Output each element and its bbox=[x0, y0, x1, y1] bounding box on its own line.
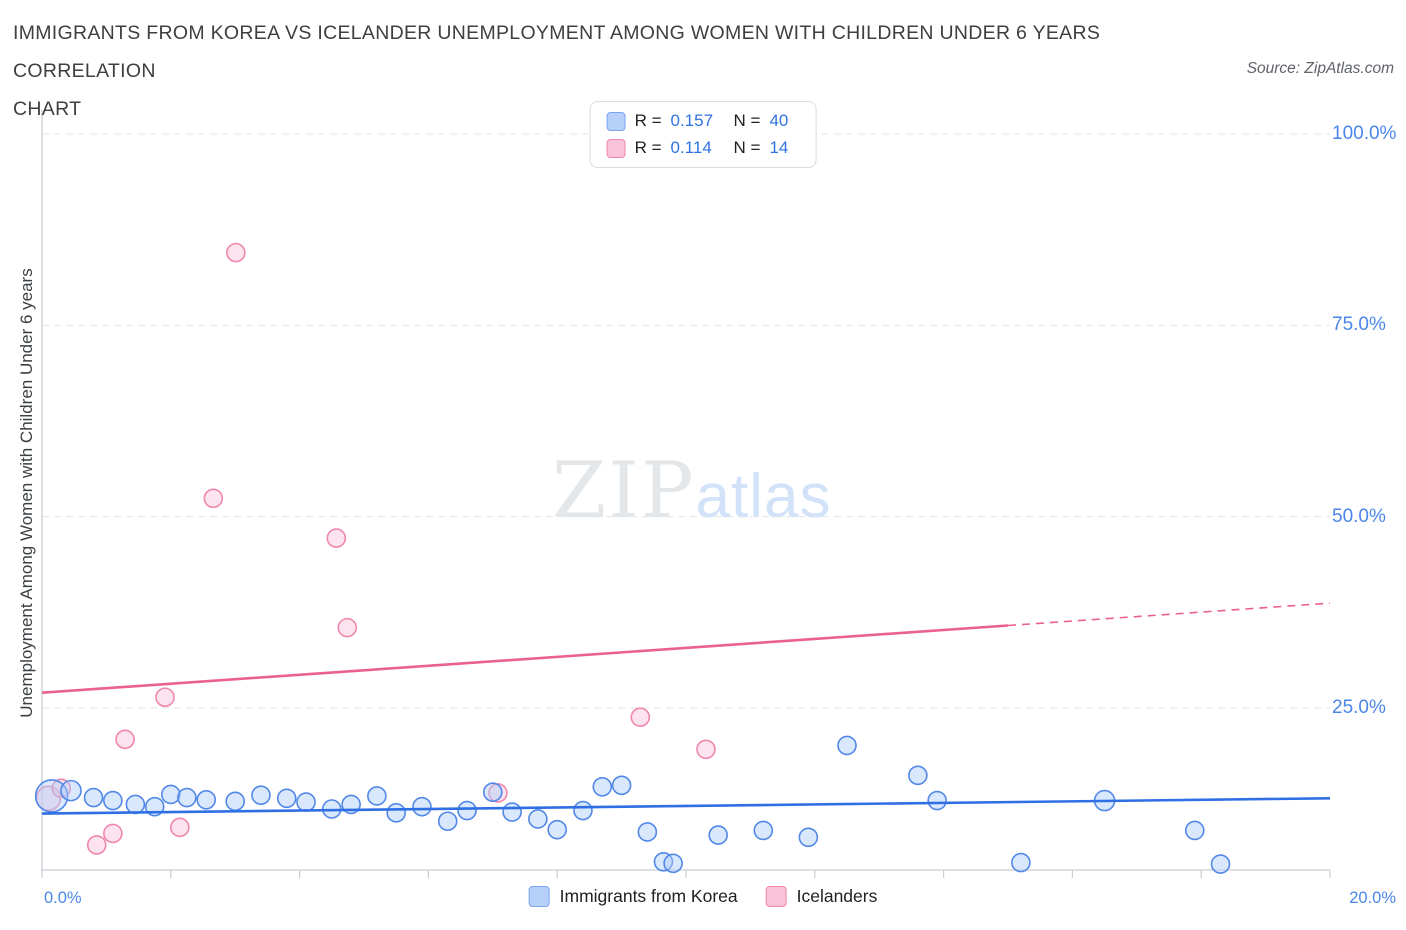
series-legend-icelanders-label: Icelanders bbox=[796, 886, 878, 906]
data-point-icelanders[interactable] bbox=[103, 823, 123, 844]
data-point-immigrants-from-korea[interactable] bbox=[386, 803, 407, 823]
data-point-immigrants-from-korea[interactable] bbox=[663, 853, 683, 874]
data-point-icelanders[interactable] bbox=[630, 707, 651, 727]
icelanders-swatch-icon bbox=[606, 138, 626, 158]
n-label: N = bbox=[733, 111, 761, 130]
data-point-immigrants-from-korea[interactable] bbox=[708, 825, 729, 845]
n-label: N = bbox=[733, 138, 761, 157]
page-title-line1: IMMIGRANTS FROM KOREA VS ICELANDER UNEMP… bbox=[13, 22, 1101, 82]
trend-icelanders-projection bbox=[1007, 602, 1331, 627]
n-value: 14 bbox=[769, 138, 789, 157]
page-title: IMMIGRANTS FROM KOREA VS ICELANDER UNEMP… bbox=[13, 14, 1198, 128]
data-point-immigrants-from-korea[interactable] bbox=[276, 788, 297, 809]
data-point-immigrants-from-korea[interactable] bbox=[837, 735, 857, 756]
data-point-icelanders[interactable] bbox=[696, 739, 716, 760]
data-point-icelanders[interactable] bbox=[337, 617, 358, 638]
data-point-immigrants-from-korea[interactable] bbox=[251, 785, 271, 806]
r-label: R = bbox=[634, 111, 662, 130]
watermark: ZIPatlas bbox=[552, 446, 831, 536]
data-point-immigrants-from-korea[interactable] bbox=[528, 809, 548, 829]
data-point-icelanders[interactable] bbox=[226, 242, 246, 263]
legend-row-icelanders: R = 0.114 N = 14 bbox=[606, 138, 800, 158]
x-tick-max: 20.0% bbox=[1349, 889, 1396, 907]
data-point-icelanders[interactable] bbox=[155, 687, 175, 708]
data-point-immigrants-from-korea[interactable] bbox=[753, 820, 774, 841]
data-point-immigrants-from-korea[interactable] bbox=[592, 777, 613, 797]
data-point-immigrants-from-korea[interactable] bbox=[611, 775, 632, 796]
r-value: 0.157 bbox=[670, 111, 714, 130]
korea-swatch-icon bbox=[528, 886, 550, 907]
data-point-icelanders[interactable] bbox=[86, 835, 107, 855]
series-legend: Immigrants from Korea Icelanders bbox=[528, 886, 878, 907]
trend-immigrants-from-korea bbox=[41, 796, 1331, 815]
watermark-atlas: atlas bbox=[695, 462, 832, 531]
y-tick-50: 50.0% bbox=[1332, 506, 1386, 527]
data-point-immigrants-from-korea[interactable] bbox=[457, 800, 477, 821]
data-point-immigrants-from-korea[interactable] bbox=[908, 765, 928, 786]
watermark-zip: ZIP bbox=[552, 446, 696, 536]
data-point-immigrants-from-korea[interactable] bbox=[502, 802, 522, 822]
r-label: R = bbox=[634, 138, 662, 157]
data-point-immigrants-from-korea[interactable] bbox=[296, 792, 316, 812]
data-point-immigrants-from-korea[interactable] bbox=[34, 779, 69, 813]
data-point-immigrants-from-korea[interactable] bbox=[367, 786, 387, 806]
data-point-icelanders[interactable] bbox=[115, 729, 135, 750]
trend-icelanders bbox=[41, 624, 1009, 694]
axis bbox=[41, 110, 1330, 871]
data-point-immigrants-from-korea[interactable] bbox=[482, 782, 503, 802]
data-point-immigrants-from-korea[interactable] bbox=[927, 790, 947, 811]
x-tick-min: 0.0% bbox=[44, 889, 82, 907]
data-point-icelanders[interactable] bbox=[203, 488, 224, 509]
n-value: 40 bbox=[769, 111, 789, 130]
data-point-immigrants-from-korea[interactable] bbox=[177, 787, 197, 808]
data-point-immigrants-from-korea[interactable] bbox=[60, 779, 82, 802]
data-point-immigrants-from-korea[interactable] bbox=[437, 811, 458, 832]
data-point-immigrants-from-korea[interactable] bbox=[798, 827, 819, 848]
data-point-immigrants-from-korea[interactable] bbox=[196, 790, 217, 810]
y-axis-title: Unemployment Among Women with Children U… bbox=[17, 268, 36, 718]
series-legend-icelanders: Icelanders bbox=[765, 886, 878, 907]
data-point-immigrants-from-korea[interactable] bbox=[103, 790, 123, 811]
series-legend-korea-label: Immigrants from Korea bbox=[559, 886, 738, 906]
y-tick-75: 75.0% bbox=[1332, 314, 1386, 335]
data-point-immigrants-from-korea[interactable] bbox=[1210, 854, 1231, 874]
y-tick-25: 25.0% bbox=[1332, 697, 1386, 718]
data-point-immigrants-from-korea[interactable] bbox=[225, 791, 245, 812]
data-point-immigrants-from-korea[interactable] bbox=[125, 794, 146, 815]
legend-row-korea: R = 0.157 N = 40 bbox=[606, 111, 800, 131]
data-point-icelanders[interactable] bbox=[170, 817, 190, 838]
data-point-immigrants-from-korea[interactable] bbox=[161, 784, 181, 805]
data-point-immigrants-from-korea[interactable] bbox=[547, 819, 568, 840]
page-title-line2: CHART bbox=[13, 98, 82, 120]
source-attribution: Source: ZipAtlas.com bbox=[1246, 60, 1394, 77]
data-point-immigrants-from-korea[interactable] bbox=[637, 822, 658, 842]
data-point-icelanders[interactable] bbox=[326, 528, 347, 548]
data-point-immigrants-from-korea[interactable] bbox=[412, 796, 432, 817]
icelanders-swatch-icon bbox=[765, 886, 787, 907]
r-value: 0.114 bbox=[670, 138, 712, 157]
data-point-immigrants-from-korea[interactable] bbox=[573, 800, 593, 821]
y-tick-100: 100.0% bbox=[1332, 123, 1397, 144]
correlation-legend: R = 0.157 N = 40 R = 0.114 N = 14 bbox=[589, 101, 817, 168]
data-point-immigrants-from-korea[interactable] bbox=[1184, 820, 1205, 841]
data-point-immigrants-from-korea[interactable] bbox=[1011, 852, 1031, 873]
data-point-immigrants-from-korea[interactable] bbox=[83, 787, 104, 808]
series-legend-korea: Immigrants from Korea bbox=[528, 886, 738, 907]
korea-swatch-icon bbox=[606, 111, 626, 131]
